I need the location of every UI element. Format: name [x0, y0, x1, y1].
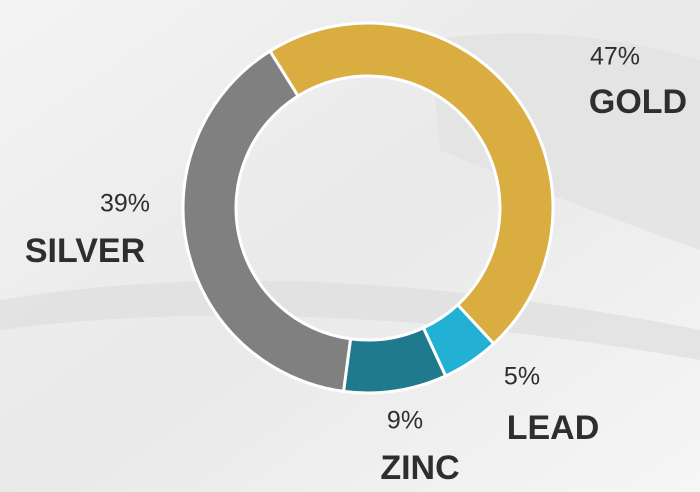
value-label: 9%	[387, 407, 423, 435]
value-label: 5%	[504, 363, 540, 391]
category-label: ZINC	[380, 449, 459, 487]
category-label: SILVER	[25, 232, 145, 270]
value-label: 39%	[100, 190, 150, 218]
chart: 47% GOLD 5% LEAD 9% ZINC 39% SILVER	[0, 0, 700, 492]
page: 47%GOLD5%LEAD9%ZINC39%SILVER (() => { co…	[0, 0, 700, 492]
category-label: GOLD	[589, 83, 687, 121]
category-label: LEAD	[507, 409, 600, 447]
value-label: 47%	[590, 43, 640, 71]
